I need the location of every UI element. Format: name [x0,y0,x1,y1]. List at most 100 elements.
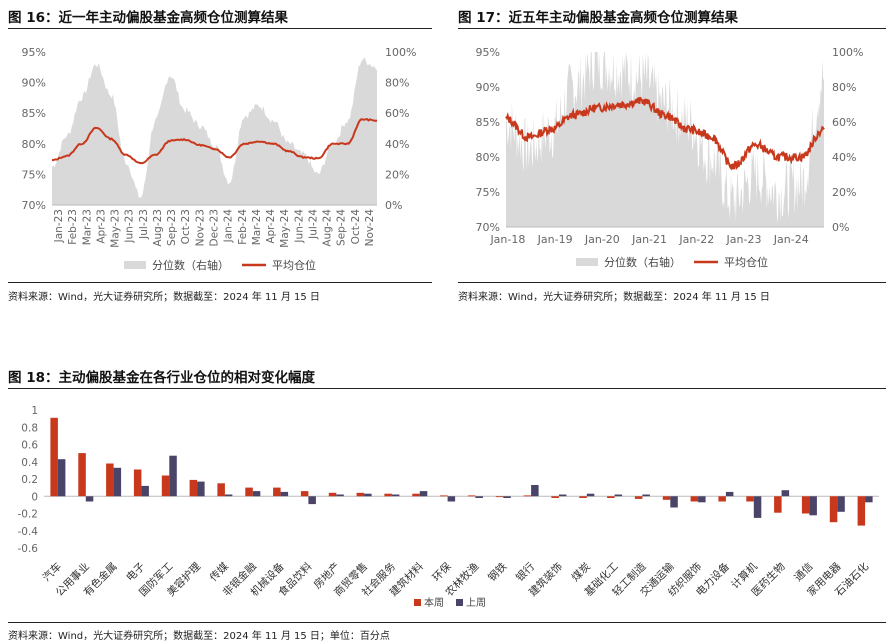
fig17-legend-line-label: 平均仓位 [724,255,768,269]
fig17-right-tick: 60% [832,116,856,129]
fig17-x-tick: Jan-21 [631,233,667,246]
fig16-right-tick: 60% [385,107,409,120]
fig18-bar-last-week [586,493,595,497]
fig18-bar-this-week [50,417,58,497]
fig18-bar-this-week [690,496,699,502]
fig18-bar-last-week [336,494,344,497]
fig18-bar-last-week [670,496,678,508]
fig18-bar-this-week [718,496,726,502]
fig18-category-label: 环保 [430,560,454,584]
fig16-legend-line-label: 平均仓位 [272,258,316,272]
fig18-bar-this-week [495,496,504,498]
fig18-title-rule [8,388,886,389]
fig17-x-tick: Jan-24 [773,233,809,246]
fig18-bar-last-week [308,496,316,505]
fig18-bar-this-week [356,492,365,497]
fig18-bar-last-week [391,494,400,497]
fig16-x-tick: Feb-23 [67,209,79,245]
fig18-y-tick: 0.6 [21,440,38,452]
fig18-bar-this-week [161,475,170,497]
fig16-x-tick: Mar-24 [251,209,263,246]
fig18-bar-this-week [245,487,253,497]
fig17-legend-area-label: 分位数（右轴） [604,255,681,269]
fig18-bar-last-week [113,467,122,497]
fig18-bar-last-week [531,485,539,497]
fig18-bar-last-week [809,496,817,516]
fig17-left-tick: 95% [476,46,500,59]
fig17-left-tick: 70% [476,221,500,234]
fig18-bar-last-week [725,491,734,497]
fig16-x-tick: Jul-24 [307,209,319,240]
fig18-bar-this-week [440,495,448,497]
fig17-right-tick: 0% [832,221,849,234]
fig16-left-tick: 80% [22,138,46,151]
fig18-bar-this-week [551,496,559,498]
fig18-category-label: 煤炭 [569,560,593,584]
fig16-x-tick: Nov-24 [364,209,376,247]
fig16-source: 资料来源：Wind，光大证券研究所；数据截至：2024 年 11 月 15 日 [8,292,320,303]
fig18-bar-this-week [634,496,643,499]
fig16-x-tick: Oct-24 [350,209,362,245]
fig18-source: 资料来源：Wind，光大证券研究所；数据截至：2024 年 11 月 15 日；… [8,631,390,642]
fig18-bar-last-week [57,459,66,497]
fig18-y-tick: -0.4 [18,526,39,538]
fig18-bar-this-week [384,493,392,497]
fig17-x-tick: Jan-22 [678,233,714,246]
fig18-bar-this-week [412,493,420,497]
fig16-x-tick: Aug-24 [322,209,334,247]
fig16-legend-area-swatch [124,261,146,269]
fig18-bar-last-week [614,494,623,497]
fig18-bar-last-week [280,491,289,497]
fig17-left-tick: 85% [476,116,500,129]
fig18-y-tick: 0.4 [21,457,38,469]
fig17-series-line [505,96,825,171]
fig18-bar-this-week [801,496,810,514]
fig16-x-tick: Apr-23 [95,209,107,244]
fig18-bar-this-week [579,496,587,498]
fig16-source-rule [8,282,432,283]
fig18-bar-this-week [467,495,476,497]
fig16-left-tick: 95% [22,46,46,59]
fig18-y-tick: 0.2 [21,474,38,486]
fig18-bar-this-week [662,496,671,500]
fig18-y-tick: 0.8 [21,422,38,434]
fig17-right-tick: 80% [832,81,856,94]
fig16-series-line [51,118,378,165]
fig16-x-tick: May-24 [279,209,291,248]
fig18-legend-last-week-label: 上周 [466,597,486,609]
fig18-legend-this-week-label: 本周 [424,596,444,609]
fig18-bar-last-week [224,494,233,497]
fig18-bar-this-week [78,453,86,497]
fig17-left-tick: 80% [476,151,500,164]
fig17-chart: 70% 75% 80% 85% 90% 95% 0% 20% 40% 60% 80% 100% Jan-… [476,46,864,269]
fig18-legend-last-week-swatch [456,599,463,606]
fig18-bar-this-week [523,495,532,497]
fig16-chart: 70% 75% 80% 85% 90% 95% 0% 20% 40% 60% 80% 100% Jan-… [22,46,417,272]
fig18-bar-last-week [447,496,456,502]
fig16-x-tick: Sep-23 [166,209,178,246]
fig18-bar-last-week [141,485,149,497]
fig17-x-tick: Jan-23 [726,233,762,246]
fig18-bar-this-week [607,496,615,498]
fig18-bar-this-week [328,492,337,497]
fig17-x-tick: Jan-20 [584,233,620,246]
fig18-bar-last-week [698,496,706,503]
fig16-right-tick: 20% [385,168,409,181]
fig18-bar-last-week [197,481,205,497]
fig16-x-tick: Aug-23 [152,209,164,247]
fig18-bar-this-week [273,487,281,497]
fig18-category-label: 通信 [792,561,815,584]
fig18-bar-this-week [857,496,866,526]
fig16-x-tick: Jan-24 [223,209,235,244]
fig18-bar-this-week [217,483,225,497]
fig18-bar-this-week [746,496,754,502]
fig16-x-tick: Dec-23 [209,209,221,246]
fig16-left-tick: 90% [22,77,46,90]
fig17-series-area [506,52,824,227]
fig17-title-rule [458,28,886,29]
fig16-x-tick: Apr-24 [265,209,277,244]
fig16-x-tick: Jun-23 [124,209,136,244]
fig18-title: 图 18：主动偏股基金在各行业仓位的相对变化幅度 [8,370,315,386]
fig17-source: 资料来源：Wind，光大证券研究所；数据截至：2024 年 11 月 15 日 [458,292,770,303]
